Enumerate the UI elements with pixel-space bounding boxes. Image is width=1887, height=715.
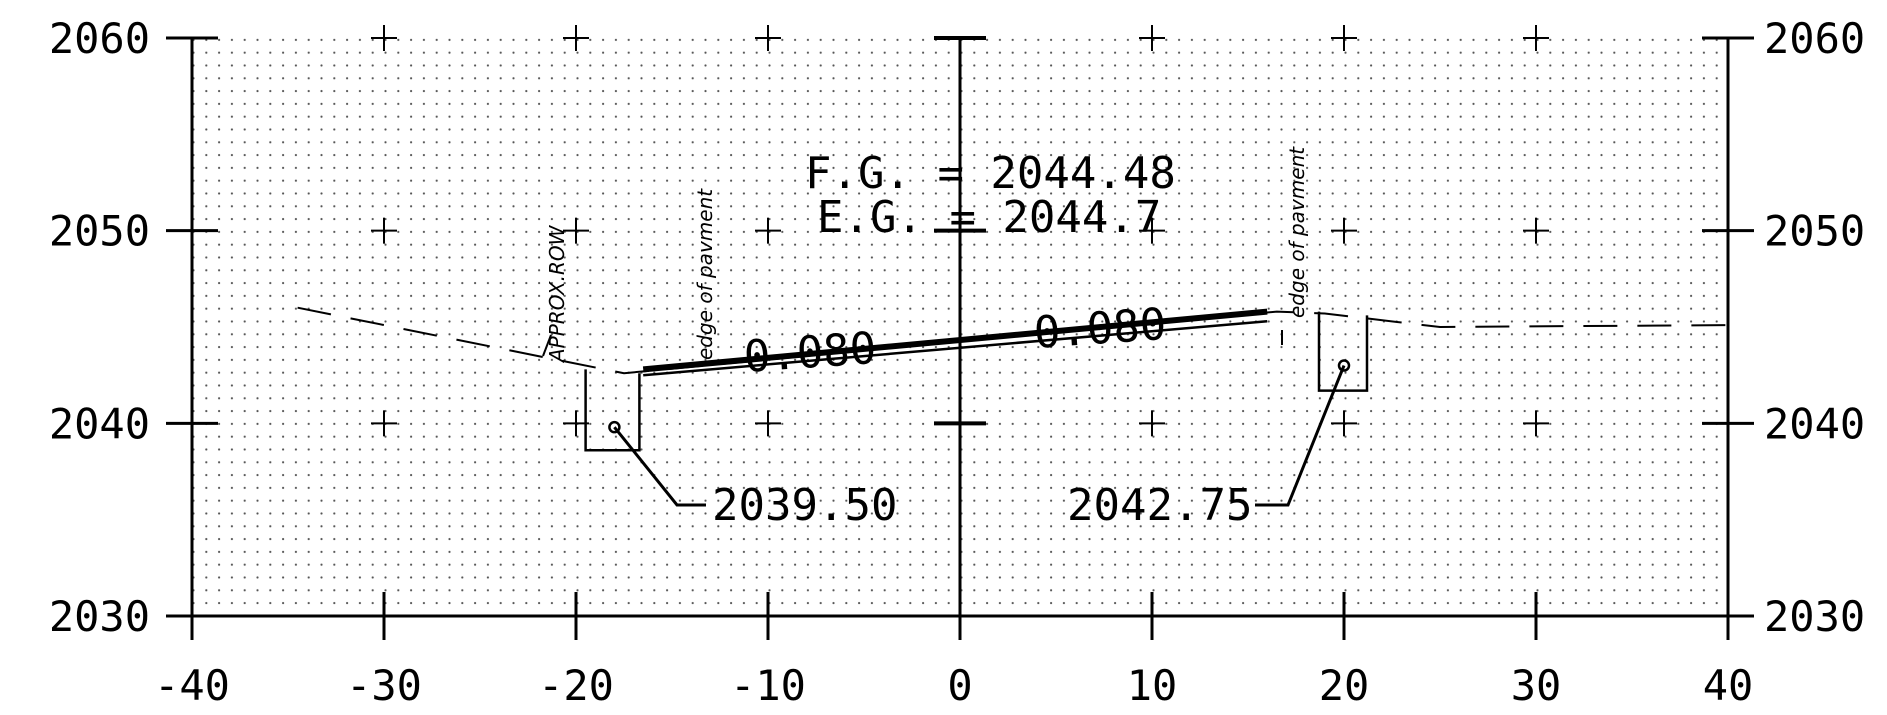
y-tick-label-right: 2060 (1764, 14, 1865, 63)
y-tick-label-left: 2030 (49, 592, 150, 641)
x-tick-label: 20 (1319, 661, 1370, 710)
x-tick-label: -30 (346, 661, 422, 710)
pavement-edge-right-label: edge of pavment (1285, 146, 1309, 318)
left-ditch (584, 369, 641, 452)
y-tick-label-right: 2030 (1764, 592, 1865, 641)
eg-label: E.G. = 2044.7 (817, 192, 1161, 243)
y-tick-labels-right: 2030 2040 2050 2060 (1764, 14, 1865, 641)
fg-label: F.G. = 2044.48 (805, 148, 1176, 199)
x-tick-labels: -40 -30 -20 -10 0 10 20 30 40 (154, 661, 1753, 710)
x-tick-label: -40 (154, 661, 230, 710)
row-label: APPROX.ROW (545, 224, 569, 364)
y-tick-label-right: 2050 (1764, 207, 1865, 256)
x-tick-label: -10 (730, 661, 806, 710)
y-tick-label-left: 2040 (49, 399, 150, 448)
x-tick-label: 30 (1511, 661, 1562, 710)
y-tick-labels-left: 2030 2040 2050 2060 (49, 14, 150, 641)
elevation-left-label: 2039.50 (712, 480, 897, 531)
finished-grade-top (642, 308, 1268, 373)
existing-ground-line (297, 306, 1729, 375)
y-tick-label-left: 2050 (49, 207, 150, 256)
left-leader-line (613, 426, 706, 507)
x-tick-label: 40 (1703, 661, 1754, 710)
elevation-right-label: 2042.75 (1067, 480, 1252, 531)
right-ditch (1317, 311, 1369, 392)
x-tick-label: 0 (947, 661, 972, 710)
tick-marks (166, 36, 1754, 640)
pavement-edge-left-label: edge of pavment (693, 188, 717, 360)
row-marker (542, 334, 552, 357)
x-tick-label: -20 (538, 661, 614, 710)
slope-left-label: 0.080 (742, 323, 878, 383)
right-leader-line (1255, 364, 1346, 507)
slope-right-label: 0.080 (1032, 299, 1168, 359)
finished-grade-bottom (643, 319, 1268, 377)
y-tick-label-left: 2060 (49, 14, 150, 63)
x-tick-label: 10 (1127, 661, 1178, 710)
y-tick-label-right: 2040 (1764, 399, 1865, 448)
